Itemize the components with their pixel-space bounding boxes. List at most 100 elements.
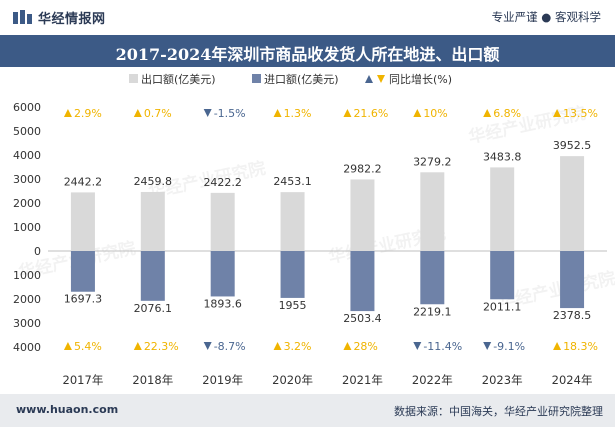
export-growth-up-arrow-icon — [413, 109, 422, 117]
export-growth-up-arrow-icon — [133, 109, 142, 117]
export-growth-label: 2.9% — [74, 107, 102, 120]
import-value-label: 1893.6 — [203, 297, 242, 310]
export-growth-label: 6.8% — [493, 107, 521, 120]
y-tick-label: 1000 — [13, 221, 41, 234]
y-tick-label: 6000 — [13, 101, 41, 114]
export-growth-up-arrow-icon — [273, 109, 282, 117]
import-bar — [280, 251, 305, 298]
import-value-label: 2378.5 — [553, 309, 592, 322]
brand-name: 华经情报网 — [38, 12, 106, 27]
export-growth-label: 10% — [423, 107, 447, 120]
chart-title: 2017-2024年深圳市商品收发货人所在地进、出口额 — [115, 45, 500, 64]
export-growth-label: 21.6% — [353, 107, 388, 120]
import-growth-up-arrow-icon — [273, 342, 282, 350]
export-growth-up-arrow-icon — [343, 109, 352, 117]
export-value-label: 2453.1 — [273, 175, 312, 188]
import-growth-down-arrow-icon — [203, 342, 212, 350]
import-growth-up-arrow-icon — [63, 342, 72, 350]
export-bar — [280, 192, 305, 251]
import-growth-label: 3.2% — [284, 340, 312, 353]
import-bar — [560, 251, 585, 309]
export-value-label: 2459.8 — [134, 175, 173, 188]
y-tick-label: 5000 — [13, 125, 41, 138]
import-growth-label: 28% — [353, 340, 377, 353]
y-tick-label: 3000 — [13, 173, 41, 186]
export-bar — [140, 191, 165, 251]
import-bar — [70, 251, 95, 292]
legend-export-swatch — [129, 74, 138, 83]
footer-site: www.huaon.com — [16, 403, 119, 416]
y-tick-label: 3000 — [13, 317, 41, 330]
export-growth-up-arrow-icon — [63, 109, 72, 117]
legend-import-label: 进口额(亿美元) — [264, 73, 339, 86]
export-growth-down-arrow-icon — [203, 109, 212, 117]
import-bar — [350, 251, 375, 312]
y-tick-label: 1000 — [13, 269, 41, 282]
y-tick-label: 4000 — [13, 149, 41, 162]
legend-growth-label: 同比增长(%) — [389, 72, 452, 86]
import-value-label: 2076.1 — [134, 302, 173, 315]
export-bar — [350, 179, 375, 251]
import-growth-down-arrow-icon — [483, 342, 492, 350]
import-bar — [490, 251, 515, 300]
export-growth-label: 13.5% — [563, 107, 598, 120]
category-label: 2023年 — [482, 373, 523, 387]
legend-export-label: 出口额(亿美元) — [141, 72, 216, 86]
import-value-label: 1955 — [279, 299, 307, 312]
import-bar — [140, 251, 165, 301]
export-value-label: 3483.8 — [483, 150, 522, 163]
y-tick-label: 4000 — [13, 341, 41, 354]
import-growth-label: 5.4% — [74, 340, 102, 353]
footer-source: 数据来源：中国海关，华经产业研究院整理 — [394, 405, 603, 418]
y-tick-label: 2000 — [13, 293, 41, 306]
export-growth-label: 1.3% — [284, 107, 312, 120]
export-bar — [70, 192, 95, 251]
export-value-label: 2442.2 — [64, 175, 103, 188]
y-tick-label: 2000 — [13, 197, 41, 210]
import-value-label: 2503.4 — [343, 312, 382, 325]
import-growth-label: 18.3% — [563, 340, 598, 353]
import-value-label: 2011.1 — [483, 300, 522, 313]
category-label: 2022年 — [412, 373, 453, 387]
category-label: 2021年 — [342, 373, 383, 387]
export-value-label: 3952.5 — [553, 139, 592, 152]
slogan: 专业严谨 ● 客观科学 — [491, 10, 601, 24]
legend-down-arrow-icon — [377, 75, 385, 83]
chart: 华经产业研究院华经产业研究院华经产业研究院华经产业研究院华经产业研究院出口额(亿… — [13, 72, 615, 387]
y-tick-label: 0 — [34, 245, 41, 258]
category-label: 2017年 — [63, 373, 104, 387]
import-value-label: 1697.3 — [64, 293, 103, 306]
legend-up-arrow-icon — [365, 75, 373, 83]
category-label: 2018年 — [132, 373, 173, 387]
import-growth-up-arrow-icon — [343, 342, 352, 350]
import-growth-label: -9.1% — [493, 340, 525, 353]
import-value-label: 2219.1 — [413, 305, 452, 318]
import-growth-label: 22.3% — [144, 340, 179, 353]
import-bar — [420, 251, 445, 305]
footer: www.huaon.com 数据来源：中国海关，华经产业研究院整理 — [0, 394, 615, 427]
export-bar — [560, 156, 585, 251]
title-bar: 2017-2024年深圳市商品收发货人所在地进、出口额 — [0, 35, 615, 67]
import-growth-label: -11.4% — [423, 340, 462, 353]
import-growth-down-arrow-icon — [413, 342, 422, 350]
export-growth-label: -1.5% — [214, 107, 246, 120]
import-growth-up-arrow-icon — [553, 342, 562, 350]
category-label: 2024年 — [552, 373, 593, 387]
top-bar: 华经情报网 专业严谨 ● 客观科学 — [0, 0, 615, 34]
category-label: 2019年 — [202, 373, 243, 387]
logo-icon — [13, 10, 32, 24]
import-growth-label: -8.7% — [214, 340, 246, 353]
export-value-label: 2422.2 — [203, 176, 242, 189]
export-bar — [420, 172, 445, 251]
export-bar — [210, 192, 235, 251]
export-value-label: 2982.2 — [343, 162, 382, 175]
export-growth-label: 0.7% — [144, 107, 172, 120]
export-bar — [490, 167, 515, 251]
category-label: 2020年 — [272, 373, 313, 387]
legend-import-swatch — [252, 74, 261, 83]
import-growth-up-arrow-icon — [133, 342, 142, 350]
export-growth-up-arrow-icon — [553, 109, 562, 117]
export-value-label: 3279.2 — [413, 155, 452, 168]
import-bar — [210, 251, 235, 297]
export-growth-up-arrow-icon — [483, 109, 492, 117]
